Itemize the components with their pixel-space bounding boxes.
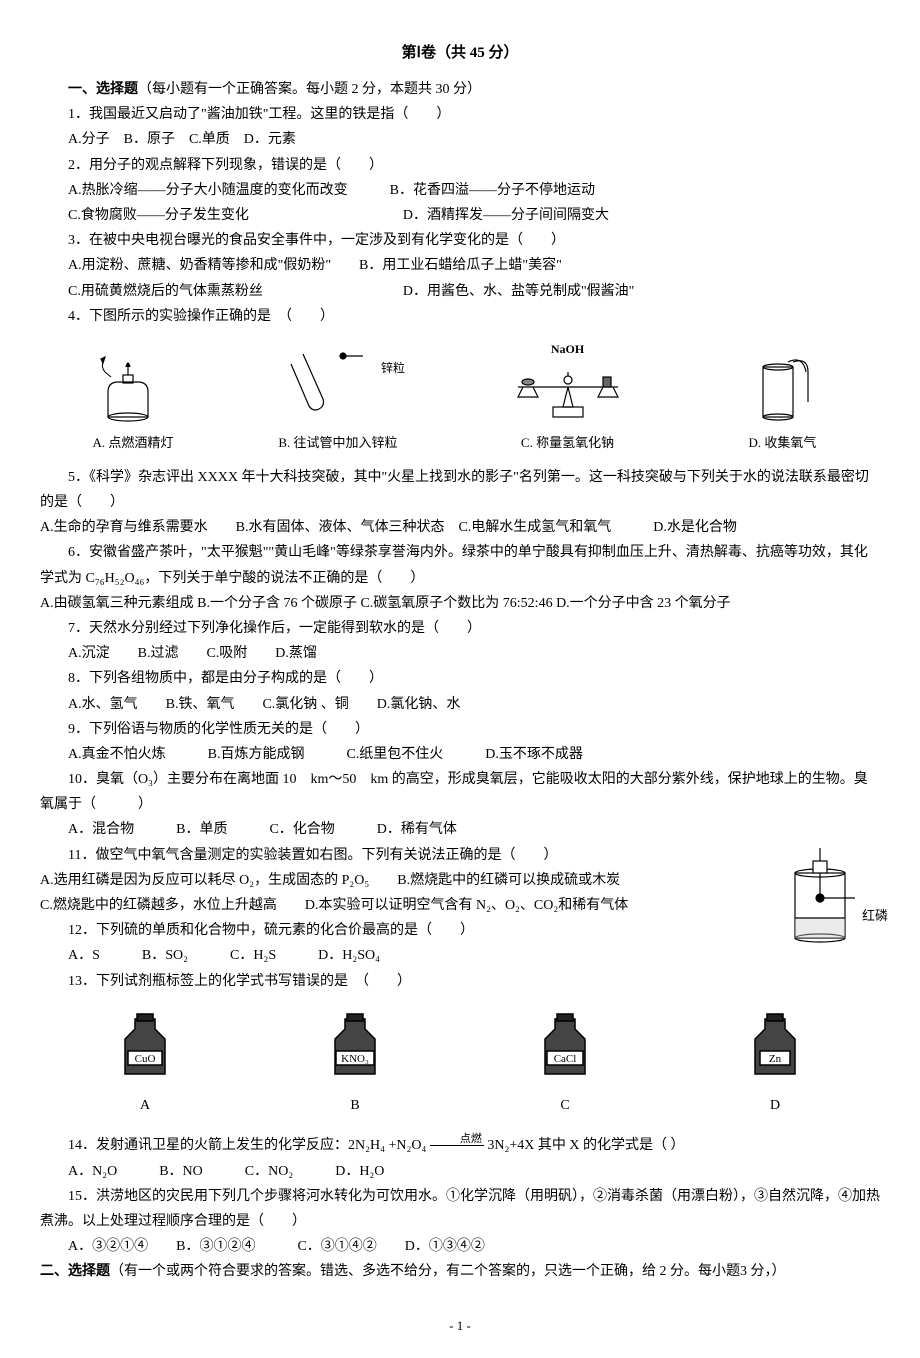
q2-ab: A.热胀冷缩——分子大小随温度的变化而改变 B．花香四溢——分子不停地运动 [40,178,880,203]
reagent-bottle-icon: CuO [110,1009,180,1084]
q4: 4．下图所示的实验操作正确的是 （ ） [40,304,880,329]
q14-post: 3N₂+4X 其中 X 的化学式是（ ） [487,1138,684,1153]
q4-fig-b: 锌粒 B. 往试管中加入锌粒 [278,344,397,455]
alcohol-lamp-icon [93,347,173,427]
bottle-b: KNO₃ B [320,1009,390,1118]
red-phosphorus-apparatus-icon [780,843,880,953]
bottle-a: CuO A [110,1009,180,1118]
q6: 6．安徽省盛产茶叶，"太平猴魁""黄山毛峰"等绿茶享誉海内外。绿茶中的单宁酸具有… [40,540,880,590]
q11-ab: A.选用红磷是因为反应可以耗尽 O₂，生成固态的 P₂O₅ B.燃烧匙中的红磷可… [40,868,880,893]
q4-fig-d: D. 收集氧气 [738,347,828,454]
bottle-c-label: C [530,1093,600,1118]
section-1-title: 一、选择题 [68,82,138,97]
q11-b: B.燃烧匙中的红磷可以换成硫或木炭 [397,873,620,888]
bottle-d-formula: Zn [769,1053,782,1065]
q10-options: A．混合物 B．单质 C．化合物 D．稀有气体 [40,817,880,842]
volume-header: 第Ⅰ卷（共 45 分） [40,40,880,67]
test-tube-zinc-icon [283,344,393,424]
bottle-a-label: A [110,1093,180,1118]
naoh-label: NaOH [503,339,633,361]
gas-collection-icon [738,347,828,427]
reaction-condition: 点燃 [430,1133,484,1158]
q4-figure-row: A. 点燃酒精灯 锌粒 B. 往试管中加入锌粒 NaOH [40,339,880,455]
q14: 14．发射通讯卫星的火箭上发生的化学反应：2N₂H₄ +N₂O₄ 点燃 3N₂+… [40,1133,880,1158]
q10: 10．臭氧（O₃）主要分布在离地面 10 km～50 km 的高空，形成臭氧层，… [40,767,880,817]
q3-ab: A.用淀粉、蔗糖、奶香精等掺和成"假奶粉" B．用工业石蜡给瓜子上蜡"美容" [40,253,880,278]
q14-options: A．N₂O B．NO C．NO₂ D．H₂O [40,1159,880,1184]
section-1-note: （每小题有一个正确答案。每小题 2 分，本题共 30 分） [138,82,481,97]
reagent-bottle-icon: KNO₃ [320,1009,390,1084]
q2-b: B．花香四溢——分子不停地运动 [390,183,595,198]
q6-options: A.由碳氢氧三种元素组成 B.一个分子含 76 个碳原子 C.碳氢氧原子个数比为… [40,591,880,616]
balance-scale-icon [503,362,633,427]
q11-d: D.本实验可以证明空气含有 N₂、O₂、CO₂和稀有气体 [305,898,628,913]
q11-figure: 红磷 [780,843,880,986]
q5: 5．《科学》杂志评出 XXXX 年十大科技突破，其中"火星上找到水的影子"名列第… [40,465,880,515]
section-2-note: （有一个或两个符合要求的答案。错选、多选不给分，有二个答案的，只选一个正确，给 … [110,1264,786,1279]
q3-d: D．用酱色、水、盐等兑制成"假酱油" [403,284,635,299]
q4-fig-c: NaOH C. 称量氢氧化钠 [503,339,633,455]
section-2: 二、选择题（有一个或两个符合要求的答案。错选、多选不给分，有二个答案的，只选一个… [40,1259,880,1284]
q11-a: A.选用红磷是因为反应可以耗尽 O₂，生成固态的 P₂O₅ [40,873,369,888]
q3-cd: C.用硫黄燃烧后的气体熏蒸粉丝 D．用酱色、水、盐等兑制成"假酱油" [40,279,880,304]
q4-a-label: A. 点燃酒精灯 [92,431,173,454]
bottle-a-formula: CuO [135,1053,156,1065]
q15-options: A．③②①④ B．③①②④ C．③①④② D．①③④② [40,1234,880,1259]
q7-options: A.沉淀 B.过滤 C.吸附 D.蒸馏 [40,641,880,666]
q1-options: A.分子 B．原子 C.单质 D．元素 [40,127,880,152]
bottle-d-label: D [740,1093,810,1118]
q2-cd: C.食物腐败——分子发生变化 D．酒精挥发——分子间间隔变大 [40,203,880,228]
q8-options: A.水、氢气 B.铁、氧气 C.氯化钠 、铜 D.氯化钠、水 [40,692,880,717]
q5-options: A.生命的孕育与维系需要水 B.水有固体、液体、气体三种状态 C.电解水生成氢气… [40,515,880,540]
reagent-bottle-icon: Zn [740,1009,810,1084]
q1: 1．我国最近又启动了"酱油加铁"工程。这里的铁是指（ ） [40,102,880,127]
q12-options: A．S B．SO₂ C．H₂S D．H₂SO₄ [40,943,880,968]
page-number: - 1 - [40,1314,880,1337]
q4-fig-a: A. 点燃酒精灯 [92,347,173,454]
q3-b: B．用工业石蜡给瓜子上蜡"美容" [359,258,562,273]
q14-pre: 14．发射通讯卫星的火箭上发生的化学反应：2N₂H₄ +N₂O₄ [68,1138,426,1153]
q13: 13．下列试剂瓶标签上的化学式书写错误的是 （ ） [40,969,880,994]
q8: 8．下列各组物质中，都是由分子构成的是（ ） [40,666,880,691]
reagent-bottle-icon: CaCl [530,1009,600,1084]
section-2-title: 二、选择题 [40,1264,110,1279]
q9-options: A.真金不怕火炼 B.百炼方能成钢 C.纸里包不住火 D.玉不琢不成器 [40,742,880,767]
q12: 12．下列硫的单质和化合物中，硫元素的化合价最高的是（ ） [40,918,880,943]
q2-a: A.热胀冷缩——分子大小随温度的变化而改变 [68,183,348,198]
condition-text: 点燃 [430,1133,484,1146]
bottle-b-formula: KNO₃ [341,1053,369,1065]
q13-bottle-row: CuO A KNO₃ B CaCl C [40,1009,880,1118]
section-1: 一、选择题（每小题有一个正确答案。每小题 2 分，本题共 30 分） [40,77,880,102]
q11-cd: C.燃烧匙中的红磷越多，水位上升越高 D.本实验可以证明空气含有 N₂、O₂、C… [40,893,880,918]
q2-d: D．酒精挥发——分子间间隔变大 [403,208,609,223]
red-phosphorus-label: 红磷 [788,904,888,927]
bottle-c: CaCl C [530,1009,600,1118]
zinc-label: 锌粒 [333,358,452,380]
q15: 15．洪涝地区的灾民用下列几个步骤将河水转化为可饮用水。①化学沉降（用明矾），②… [40,1184,880,1234]
q9: 9．下列俗语与物质的化学性质无关的是（ ） [40,717,880,742]
bottle-c-formula: CaCl [554,1053,577,1065]
q11: 11．做空气中氧气含量测定的实验装置如右图。下列有关说法正确的是（ ） [40,843,880,868]
q3-a: A.用淀粉、蔗糖、奶香精等掺和成"假奶粉" [68,258,331,273]
q4-d-label: D. 收集氧气 [738,431,828,454]
q2-c: C.食物腐败——分子发生变化 [68,208,249,223]
q11-c: C.燃烧匙中的红磷越多，水位上升越高 [40,898,277,913]
q4-c-label: C. 称量氢氧化钠 [503,431,633,454]
q2: 2．用分子的观点解释下列现象，错误的是（ ） [40,153,880,178]
q7: 7．天然水分别经过下列净化操作后，一定能得到软水的是（ ） [40,616,880,641]
bottle-d: Zn D [740,1009,810,1118]
bottle-b-label: B [320,1093,390,1118]
q4-b-label: B. 往试管中加入锌粒 [278,431,397,454]
q3-c: C.用硫黄燃烧后的气体熏蒸粉丝 [68,284,263,299]
q3: 3．在被中央电视台曝光的食品安全事件中，一定涉及到有化学变化的是（ ） [40,228,880,253]
